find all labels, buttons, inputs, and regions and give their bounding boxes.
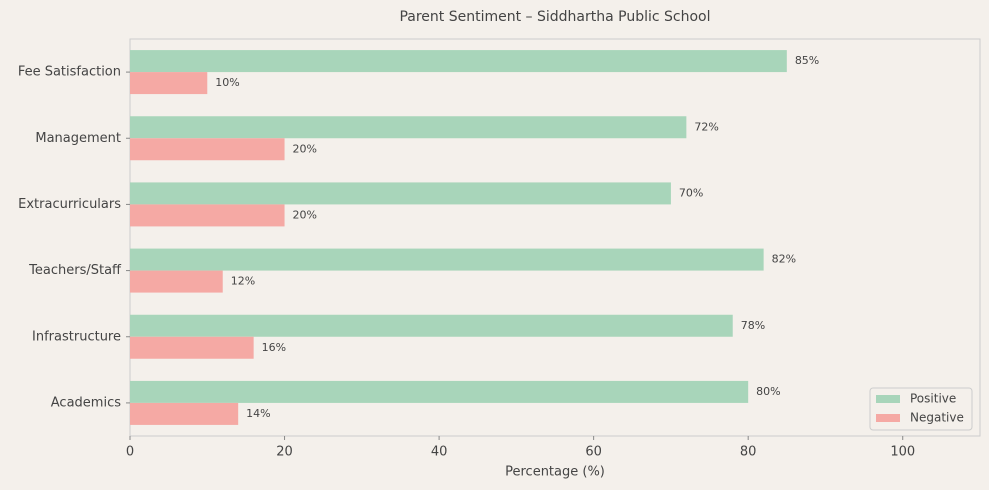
y-tick-label: Management — [35, 131, 121, 146]
value-label: 82% — [772, 253, 796, 266]
value-label: 85% — [795, 54, 819, 67]
bar — [130, 336, 254, 359]
bar — [130, 314, 733, 337]
value-label: 10% — [215, 76, 239, 89]
x-tick-label: 0 — [126, 445, 134, 460]
x-tick-label: 80 — [740, 445, 757, 460]
y-tick-label: Fee Satisfaction — [18, 65, 121, 80]
value-label: 20% — [293, 142, 317, 155]
y-tick-label: Infrastructure — [32, 329, 121, 344]
legend-swatch — [876, 414, 900, 422]
y-tick-label: Extracurriculars — [18, 197, 121, 212]
bar — [130, 72, 208, 95]
value-label: 20% — [293, 208, 317, 221]
bar — [130, 204, 285, 227]
bar — [130, 402, 239, 425]
value-label: 72% — [694, 120, 718, 133]
value-label: 78% — [741, 319, 765, 332]
value-label: 12% — [231, 275, 255, 288]
legend-label: Positive — [910, 392, 956, 406]
x-axis-label: Percentage (%) — [505, 465, 605, 480]
bar — [130, 380, 749, 403]
legend-label: Negative — [910, 411, 964, 425]
bar — [130, 116, 687, 139]
x-tick-label: 40 — [431, 445, 448, 460]
plot-area — [129, 38, 981, 437]
value-label: 14% — [246, 407, 270, 420]
bar — [130, 138, 285, 161]
x-tick-label: 20 — [276, 445, 293, 460]
value-label: 16% — [262, 341, 286, 354]
y-tick-label: Teachers/Staff — [28, 263, 122, 278]
y-tick-label: Academics — [51, 395, 121, 410]
x-tick-label: 60 — [585, 445, 602, 460]
bar — [130, 248, 764, 271]
chart-title: Parent Sentiment – Siddhartha Public Sch… — [399, 9, 710, 25]
legend-swatch — [876, 395, 900, 403]
value-label: 80% — [756, 385, 780, 398]
bar — [130, 50, 787, 73]
bar — [130, 182, 671, 205]
x-tick-label: 100 — [890, 445, 915, 460]
bar — [130, 270, 223, 293]
value-label: 70% — [679, 186, 703, 199]
